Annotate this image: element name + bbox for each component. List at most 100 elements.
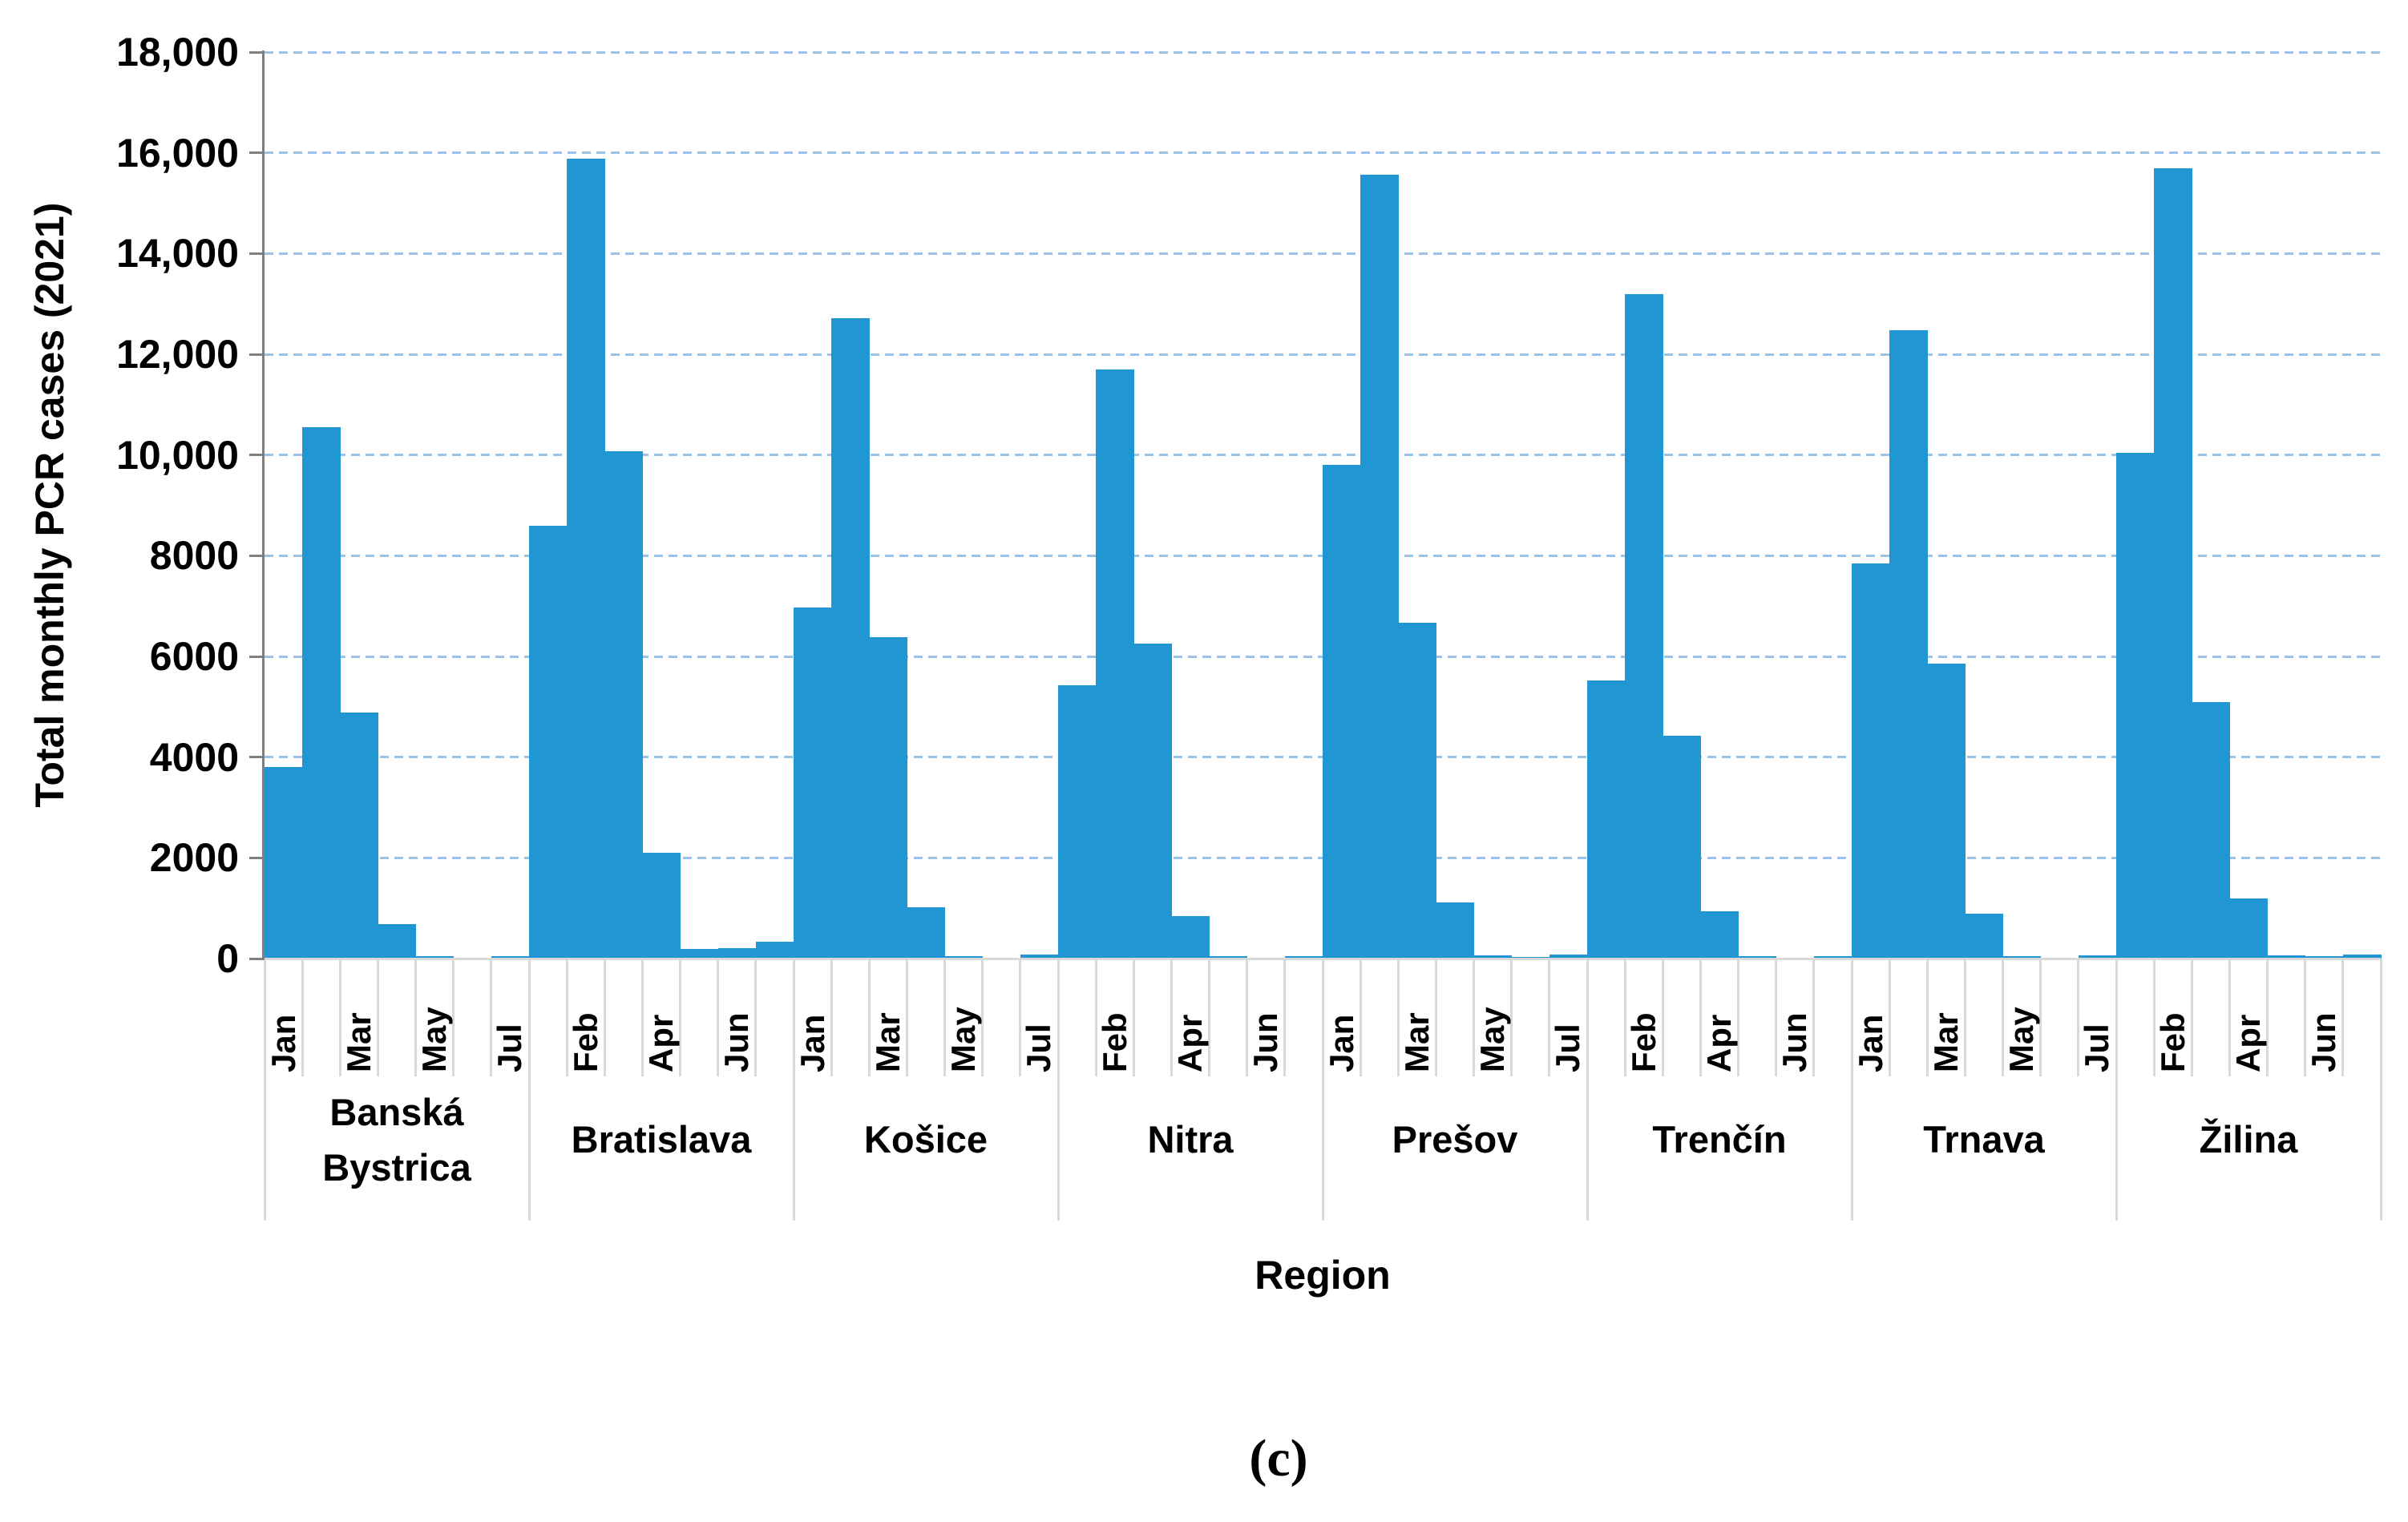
- region-label-Banská Bystrica: Banská Bystrica: [322, 1091, 471, 1189]
- bar-Bratislava-Jan: [529, 526, 568, 959]
- month-separator: [1963, 959, 1966, 1076]
- month-separator: [1737, 959, 1740, 1076]
- bar-Prešov-Apr: [1436, 902, 1475, 959]
- month-separator: [1623, 959, 1626, 1076]
- bar-Trnava-Mar: [1927, 664, 1966, 959]
- month-separator: [2152, 959, 2155, 1076]
- region-separator: [1586, 959, 1589, 1221]
- bar-Trenčín-Feb: [1625, 294, 1663, 959]
- bar-Žilina-Jan: [2116, 453, 2155, 959]
- month-separator: [490, 959, 493, 1076]
- month-separator: [2077, 959, 2080, 1076]
- bar-Banská Bystrica-Apr: [378, 924, 417, 959]
- y-tick-mark: [249, 454, 265, 457]
- region-separator: [792, 959, 795, 1221]
- month-label-Mar: Mar: [1926, 1012, 1965, 1072]
- month-separator: [640, 959, 644, 1076]
- month-label-Mar: Mar: [868, 1012, 907, 1072]
- region-separator: [1321, 959, 1324, 1221]
- month-label-Jan: Jan: [264, 1014, 302, 1072]
- region-label-Prešov: Prešov: [1392, 1118, 1518, 1161]
- bar-Bratislava-Mar: [604, 451, 644, 959]
- bar-Nitra-Feb: [1096, 369, 1134, 959]
- region-separator: [263, 959, 266, 1221]
- month-separator: [867, 959, 871, 1076]
- month-separator: [1661, 959, 1664, 1076]
- month-separator: [2266, 959, 2269, 1076]
- region-separator: [1850, 959, 1853, 1221]
- month-label-Feb: Feb: [1624, 1012, 1663, 1072]
- month-separator: [414, 959, 418, 1076]
- month-label-Jul: Jul: [1020, 1023, 1058, 1072]
- bar-Trenčín-Apr: [1700, 911, 1739, 959]
- y-tick-label: 14,000: [116, 231, 239, 277]
- month-label-Mar: Mar: [339, 1012, 378, 1072]
- bar-Nitra-May: [1209, 956, 1248, 959]
- bar-Prešov-Feb: [1360, 175, 1399, 959]
- month-separator: [1094, 959, 1097, 1076]
- month-separator: [2002, 959, 2005, 1076]
- month-separator: [1283, 959, 1287, 1076]
- month-separator: [338, 959, 341, 1076]
- region-separator: [1057, 959, 1060, 1221]
- month-separator: [1925, 959, 1929, 1076]
- month-label-Jun: Jun: [717, 1012, 756, 1072]
- region-separator: [527, 959, 531, 1221]
- bar-Trnava-Jan: [1852, 563, 1890, 959]
- x-axis-title: Region: [1255, 1253, 1391, 1298]
- y-tick-mark: [249, 252, 265, 255]
- month-label-Apr: Apr: [1700, 1014, 1738, 1072]
- bar-Trnava-Feb: [1889, 330, 1928, 959]
- month-separator: [2039, 959, 2042, 1076]
- bar-Košice-Feb: [831, 318, 870, 959]
- month-label-Mar: Mar: [1397, 1012, 1436, 1072]
- month-separator: [1473, 959, 1476, 1076]
- y-tick-mark: [249, 655, 265, 658]
- month-label-Jan: Jan: [1322, 1014, 1360, 1072]
- bar-Bratislava-Jul: [755, 942, 794, 959]
- month-separator: [301, 959, 304, 1076]
- month-separator: [1396, 959, 1400, 1076]
- month-separator: [943, 959, 947, 1076]
- region-separator: [2115, 959, 2118, 1221]
- y-tick-mark: [249, 353, 265, 356]
- bar-Nitra-Jan: [1058, 685, 1097, 959]
- month-separator: [1510, 959, 1513, 1076]
- bar-Trnava-Apr: [1965, 914, 2004, 959]
- month-label-Feb: Feb: [566, 1012, 604, 1072]
- bar-Nitra-Apr: [1171, 916, 1210, 959]
- month-separator: [679, 959, 682, 1076]
- month-separator: [2190, 959, 2193, 1076]
- month-separator: [830, 959, 833, 1076]
- y-tick-mark: [249, 756, 265, 759]
- y-tick-mark: [249, 50, 265, 54]
- month-separator: [717, 959, 720, 1076]
- region-label-Trnava: Trnava: [1923, 1118, 2045, 1161]
- y-tick-mark: [249, 151, 265, 155]
- bar-Košice-Jul: [1020, 955, 1059, 959]
- bar-Prešov-Jul: [1549, 955, 1588, 959]
- bar-Žilina-Mar: [2192, 702, 2231, 959]
- month-label-Feb: Feb: [2153, 1012, 2192, 1072]
- bar-Žilina-May: [2267, 955, 2306, 959]
- month-separator: [1699, 959, 1702, 1076]
- month-label-Apr: Apr: [642, 1014, 680, 1072]
- bar-Košice-May: [944, 956, 984, 959]
- region-label-Nitra: Nitra: [1147, 1118, 1234, 1161]
- y-tick-mark: [249, 554, 265, 557]
- figure-caption: (c): [1249, 1429, 1308, 1488]
- month-label-Jun: Jun: [1246, 1012, 1285, 1072]
- bar-Banská Bystrica-Jan: [265, 767, 303, 959]
- y-tick-label: 8000: [149, 533, 239, 579]
- bar-Žilina-Apr: [2229, 898, 2269, 959]
- month-separator: [1132, 959, 1135, 1076]
- y-tick-label: 10,000: [116, 432, 239, 478]
- y-tick-label: 4000: [149, 734, 239, 780]
- gridline: [265, 454, 2381, 457]
- month-separator: [1208, 959, 1211, 1076]
- bar-Trenčín-Jan: [1587, 680, 1626, 959]
- month-separator: [1434, 959, 1437, 1076]
- bar-Bratislava-Apr: [642, 853, 681, 959]
- month-label-Jun: Jun: [2305, 1012, 2343, 1072]
